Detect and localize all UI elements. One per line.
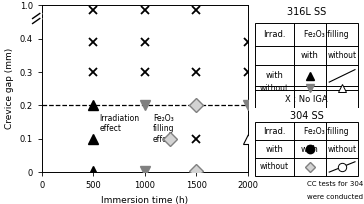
- Text: Fe₂O₃
filling
effect: Fe₂O₃ filling effect: [153, 114, 175, 144]
- Text: without: without: [328, 51, 357, 60]
- Text: with: with: [265, 71, 284, 80]
- Text: without: without: [328, 145, 357, 154]
- Text: Fe₂O₃ filling: Fe₂O₃ filling: [304, 127, 348, 136]
- Text: with: with: [265, 145, 284, 154]
- Y-axis label: Crevice gap (mm): Crevice gap (mm): [5, 48, 14, 129]
- Text: Irrad.: Irrad.: [263, 127, 286, 136]
- Bar: [255, 23, 358, 108]
- Text: without: without: [260, 162, 289, 171]
- Bar: [255, 122, 358, 176]
- Text: with: with: [301, 51, 319, 60]
- Text: without: without: [260, 84, 289, 93]
- Text: 304 SS: 304 SS: [290, 111, 324, 121]
- Text: 316L SS: 316L SS: [287, 7, 326, 17]
- X-axis label: Immersion time (h): Immersion time (h): [101, 196, 188, 204]
- Text: CC tests for 304 SS: CC tests for 304 SS: [307, 181, 364, 186]
- Text: Irrad.: Irrad.: [263, 30, 286, 39]
- Text: were conducted: were conducted: [307, 194, 363, 200]
- Text: with: with: [301, 145, 319, 154]
- Text: Irradiation
effect: Irradiation effect: [99, 114, 139, 133]
- Text: X : No IGA: X : No IGA: [285, 95, 328, 104]
- Text: Fe₂O₃ filling: Fe₂O₃ filling: [304, 30, 348, 39]
